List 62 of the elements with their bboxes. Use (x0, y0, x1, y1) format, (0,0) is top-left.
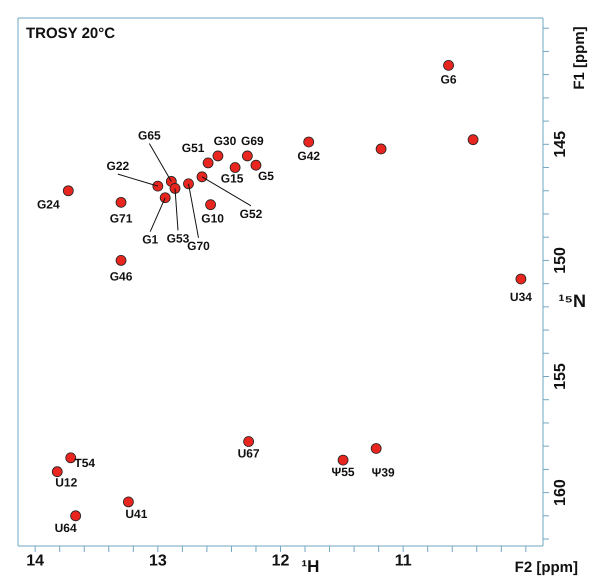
annotation: U67 (238, 446, 260, 461)
annotation: G46 (110, 269, 133, 284)
annotation: G42 (297, 148, 320, 163)
point (160, 192, 171, 204)
point (170, 183, 180, 194)
x-tick-label: 11 (394, 552, 412, 570)
x-axis-title: F2 [ppm] (514, 559, 578, 576)
point (152, 180, 164, 192)
annotation: G51 (182, 140, 205, 155)
point (212, 150, 224, 162)
annotation: G71 (110, 211, 133, 226)
point (70, 510, 82, 522)
point (116, 196, 126, 208)
annotation: U41 (125, 506, 148, 521)
point (376, 144, 386, 154)
point (443, 60, 454, 71)
annotation: U12 (55, 476, 78, 490)
point (62, 185, 74, 196)
y-tick-label: 145 (552, 130, 569, 158)
point (183, 178, 194, 190)
point (205, 199, 216, 210)
point (242, 150, 253, 162)
point (65, 452, 76, 464)
annotation: G30 (214, 134, 237, 148)
point (468, 134, 478, 146)
point (202, 157, 214, 168)
point (370, 443, 382, 454)
point (338, 454, 348, 466)
annotation: G22 (106, 159, 130, 174)
annotation: Ψ39 (372, 465, 396, 480)
point (250, 160, 262, 171)
point (196, 171, 208, 182)
annotation: U34 (510, 290, 532, 304)
annotation: G5 (258, 169, 274, 184)
annotation: G69 (241, 134, 264, 148)
y-tick-label: 155 (552, 363, 569, 390)
point (516, 274, 526, 284)
annotation: G15 (220, 172, 244, 186)
annotation: G1 (142, 232, 159, 247)
point (52, 466, 63, 478)
annotation: G65 (138, 128, 161, 142)
point (243, 436, 254, 447)
text: ¹H (302, 557, 320, 576)
y-tick-label: 150 (552, 246, 569, 274)
point (230, 162, 241, 173)
annotation: G24 (36, 198, 60, 212)
annotation: Ψ55 (332, 465, 355, 480)
text: ¹⁵N (558, 290, 586, 311)
annotation: G10 (201, 212, 224, 226)
x-tick-label: 12 (272, 552, 290, 570)
text: TROSY 20°C (26, 25, 116, 42)
point (122, 496, 134, 508)
annotation: G6 (440, 72, 457, 86)
point (303, 136, 314, 148)
annotation: G52 (240, 206, 263, 221)
x-tick-label: 13 (148, 552, 167, 570)
annotation: U64 (54, 520, 77, 535)
y-tick-label: 160 (552, 479, 569, 506)
x-tick-label: 14 (26, 552, 44, 570)
y-axis-title: F1 [ppm] (571, 26, 588, 90)
annotation: T54 (74, 456, 96, 470)
point (116, 255, 126, 266)
